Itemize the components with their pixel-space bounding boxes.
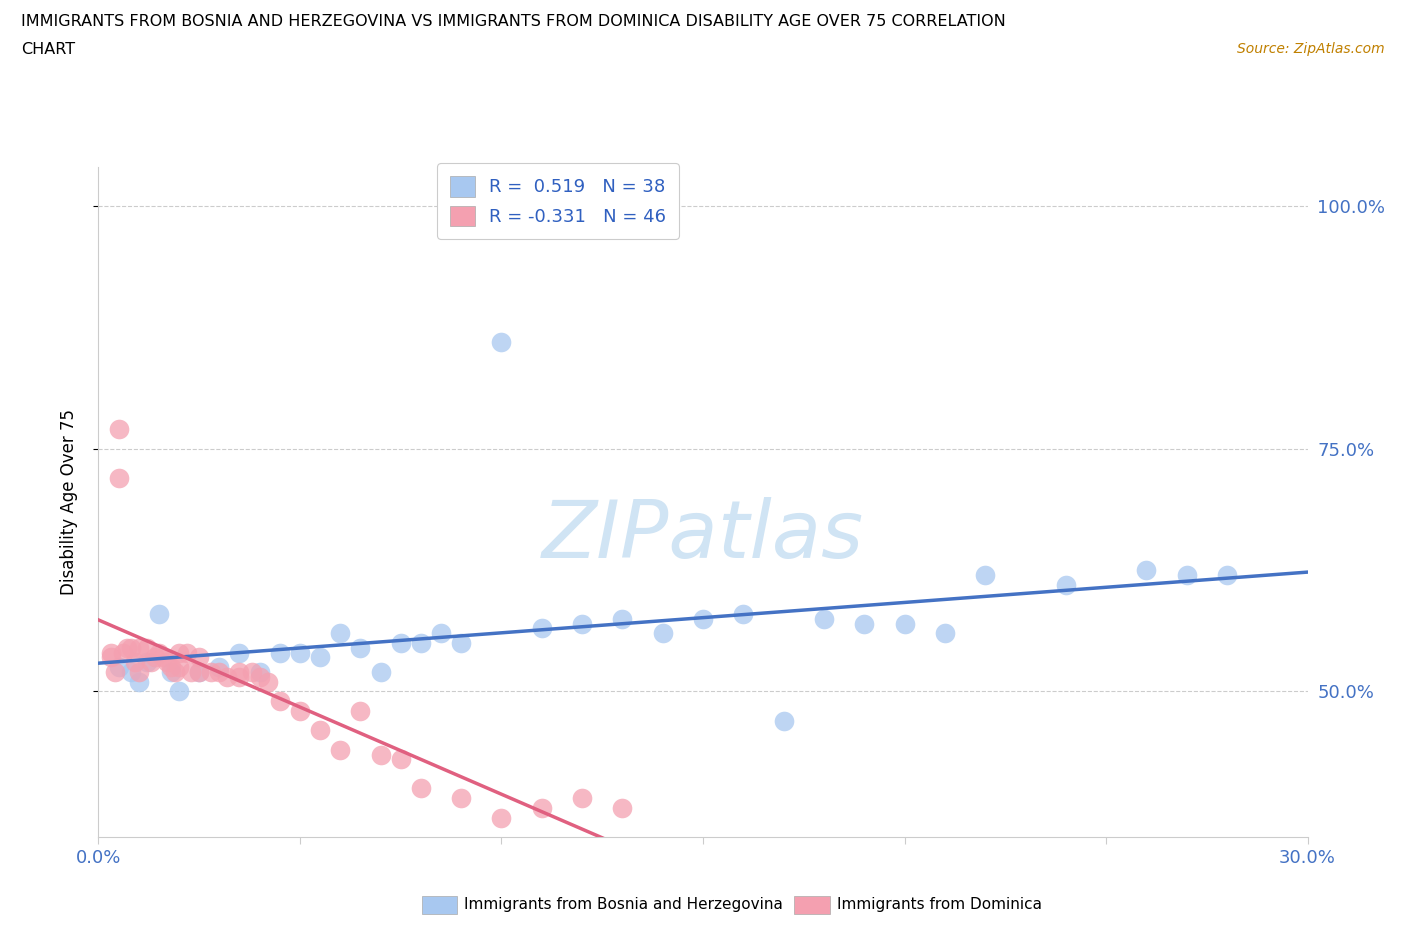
- Point: [107, 422, 129, 437]
- Point: [176, 645, 198, 660]
- Text: Source: ZipAtlas.com: Source: ZipAtlas.com: [1237, 42, 1385, 56]
- Point: [692, 611, 714, 626]
- Point: [208, 659, 231, 674]
- Point: [139, 655, 162, 670]
- Point: [156, 655, 179, 670]
- Point: [148, 606, 170, 621]
- Point: [853, 616, 876, 631]
- Point: [167, 659, 190, 674]
- Point: [409, 781, 432, 796]
- Point: [100, 650, 122, 665]
- Point: [1216, 567, 1239, 582]
- Point: [217, 670, 239, 684]
- Point: [111, 645, 134, 660]
- Point: [571, 790, 593, 805]
- Point: [450, 635, 472, 650]
- Point: [409, 635, 432, 650]
- Point: [329, 742, 352, 757]
- Point: [893, 616, 915, 631]
- Point: [115, 641, 138, 656]
- Point: [733, 606, 755, 621]
- Text: IMMIGRANTS FROM BOSNIA AND HERZEGOVINA VS IMMIGRANTS FROM DOMINICA DISABILITY AG: IMMIGRANTS FROM BOSNIA AND HERZEGOVINA V…: [21, 14, 1005, 29]
- Point: [103, 665, 125, 680]
- Point: [1135, 563, 1157, 578]
- Point: [188, 665, 211, 680]
- Point: [228, 665, 250, 680]
- Point: [813, 611, 835, 626]
- Point: [180, 665, 202, 680]
- Point: [430, 626, 453, 641]
- Point: [188, 650, 211, 665]
- Point: [612, 611, 634, 626]
- Point: [269, 645, 291, 660]
- Point: [128, 665, 150, 680]
- Point: [370, 747, 392, 762]
- Point: [329, 626, 352, 641]
- Point: [1054, 578, 1077, 592]
- Point: [288, 703, 311, 718]
- Point: [143, 650, 166, 665]
- Point: [120, 641, 142, 656]
- Point: [107, 471, 129, 485]
- Legend: R =  0.519   N = 38, R = -0.331   N = 46: R = 0.519 N = 38, R = -0.331 N = 46: [437, 163, 679, 239]
- Point: [160, 665, 183, 680]
- Point: [491, 335, 513, 350]
- Point: [135, 655, 157, 670]
- Point: [651, 626, 673, 641]
- Text: ZIPatlas: ZIPatlas: [541, 497, 865, 575]
- Point: [269, 694, 291, 709]
- Point: [208, 665, 231, 680]
- Point: [349, 703, 371, 718]
- Text: Immigrants from Bosnia and Herzegovina: Immigrants from Bosnia and Herzegovina: [464, 897, 783, 912]
- Point: [389, 752, 412, 767]
- Point: [124, 655, 146, 670]
- Point: [450, 790, 472, 805]
- Text: Immigrants from Dominica: Immigrants from Dominica: [837, 897, 1042, 912]
- Point: [530, 801, 553, 816]
- Point: [120, 665, 142, 680]
- Point: [228, 645, 250, 660]
- Point: [152, 650, 174, 665]
- Point: [612, 801, 634, 816]
- Point: [249, 670, 271, 684]
- Point: [309, 650, 332, 665]
- Point: [491, 810, 513, 825]
- Y-axis label: Disability Age Over 75: Disability Age Over 75: [59, 409, 77, 595]
- Point: [288, 645, 311, 660]
- Point: [530, 621, 553, 636]
- Point: [148, 645, 170, 660]
- Point: [160, 659, 183, 674]
- Point: [163, 665, 186, 680]
- Point: [349, 641, 371, 656]
- Point: [571, 616, 593, 631]
- Point: [370, 665, 392, 680]
- Point: [389, 635, 412, 650]
- Point: [772, 713, 794, 728]
- Text: CHART: CHART: [21, 42, 75, 57]
- Point: [167, 645, 190, 660]
- Point: [135, 641, 157, 656]
- Point: [128, 641, 150, 656]
- Point: [228, 670, 250, 684]
- Point: [100, 645, 122, 660]
- Point: [249, 665, 271, 680]
- Point: [167, 684, 190, 698]
- Point: [1175, 567, 1198, 582]
- Point: [240, 665, 263, 680]
- Point: [107, 659, 129, 674]
- Point: [256, 674, 278, 689]
- Point: [309, 723, 332, 737]
- Point: [188, 665, 211, 680]
- Point: [934, 626, 956, 641]
- Point: [128, 674, 150, 689]
- Point: [200, 665, 222, 680]
- Point: [974, 567, 997, 582]
